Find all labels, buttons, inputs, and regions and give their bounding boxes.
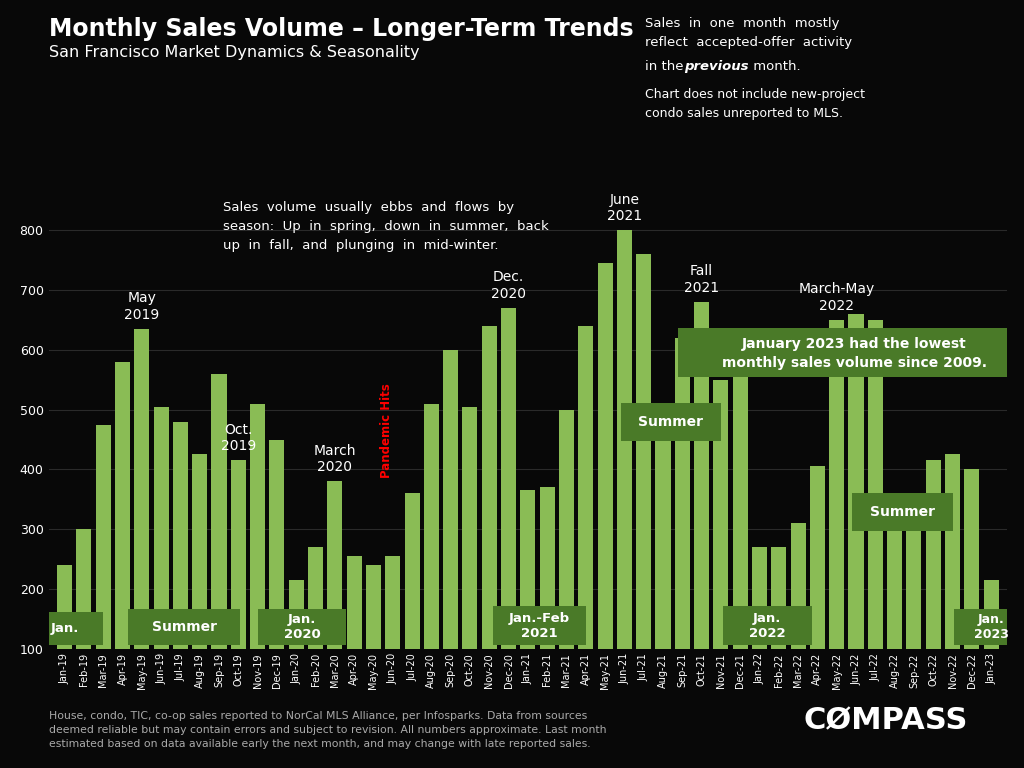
Bar (154, 406, 169, 709)
Bar (481, 326, 497, 709)
Text: Summer: Summer (638, 415, 703, 429)
Bar (887, 499, 902, 709)
Text: Summer: Summer (152, 620, 217, 634)
Bar (424, 404, 439, 709)
Bar (57, 565, 72, 709)
Text: San Francisco Market Dynamics & Seasonality: San Francisco Market Dynamics & Seasonal… (49, 45, 420, 60)
Bar (346, 556, 361, 709)
Text: Oct.
2019: Oct. 2019 (221, 423, 256, 453)
Bar (463, 406, 477, 709)
Text: Monthly Sales Volume – Longer-Term Trends: Monthly Sales Volume – Longer-Term Trend… (49, 17, 634, 41)
Text: in the: in the (645, 60, 688, 73)
Bar (289, 580, 304, 709)
Text: House, condo, TIC, co-op sales reported to NorCal MLS Alliance, per Infosparks. : House, condo, TIC, co-op sales reported … (49, 711, 606, 749)
Text: Jan.: Jan. (50, 622, 79, 635)
Bar (366, 565, 381, 709)
Bar (95, 425, 111, 709)
Bar (867, 319, 883, 709)
Bar (520, 491, 536, 709)
Text: Sales  in  one  month  mostly
reflect  accepted-offer  activity: Sales in one month mostly reflect accept… (645, 17, 852, 49)
Bar (733, 374, 748, 709)
FancyBboxPatch shape (953, 610, 1024, 645)
Bar (559, 409, 574, 709)
FancyBboxPatch shape (258, 610, 346, 645)
Bar (579, 326, 593, 709)
Bar (77, 529, 91, 709)
Text: Chart does not include new-project
condo sales unreported to MLS.: Chart does not include new-project condo… (645, 88, 865, 120)
Bar (404, 493, 420, 709)
Bar (926, 461, 941, 709)
Bar (849, 314, 863, 709)
Bar (115, 362, 130, 709)
Bar (675, 338, 690, 709)
Text: CØMPASS: CØMPASS (804, 707, 968, 736)
Bar (791, 523, 806, 709)
Bar (906, 493, 922, 709)
Text: March
2020: March 2020 (313, 444, 356, 474)
Bar (230, 461, 246, 709)
FancyBboxPatch shape (679, 328, 1024, 377)
Bar (714, 379, 728, 709)
Bar (443, 349, 458, 709)
FancyBboxPatch shape (723, 607, 812, 645)
FancyBboxPatch shape (621, 403, 721, 442)
Bar (193, 455, 207, 709)
Text: Sales  volume  usually  ebbs  and  flows  by
season:  Up  in  spring,  down  in : Sales volume usually ebbs and flows by s… (223, 201, 549, 253)
Text: May
2019: May 2019 (124, 291, 160, 322)
Text: Fall
2021: Fall 2021 (684, 264, 719, 295)
FancyBboxPatch shape (26, 612, 103, 645)
Text: Summer: Summer (869, 505, 935, 519)
Text: previous: previous (684, 60, 749, 73)
Bar (501, 308, 516, 709)
Text: month.: month. (749, 60, 800, 73)
Text: March-May
2022: March-May 2022 (799, 283, 874, 313)
Text: Pandemic Hits: Pandemic Hits (381, 384, 393, 478)
Bar (945, 455, 961, 709)
Bar (134, 329, 150, 709)
Text: Dec.
2020: Dec. 2020 (492, 270, 526, 300)
FancyBboxPatch shape (128, 610, 241, 645)
Bar (655, 404, 671, 709)
Bar (810, 466, 825, 709)
Text: Jan.
2023: Jan. 2023 (974, 613, 1009, 641)
Bar (694, 302, 710, 709)
Bar (308, 548, 323, 709)
Bar (250, 404, 265, 709)
Bar (829, 319, 844, 709)
Bar (328, 482, 342, 709)
Bar (636, 254, 651, 709)
Bar (771, 548, 786, 709)
Bar (598, 263, 612, 709)
FancyBboxPatch shape (494, 607, 586, 645)
Bar (752, 548, 767, 709)
Text: Jan.-Feb
2021: Jan.-Feb 2021 (509, 611, 570, 640)
Bar (269, 439, 285, 709)
Text: Jan.
2020: Jan. 2020 (284, 613, 321, 641)
Bar (984, 580, 998, 709)
Text: January 2023 had the lowest
monthly sales volume since 2009.: January 2023 had the lowest monthly sale… (722, 336, 986, 370)
Bar (965, 469, 979, 709)
Text: Jan.
2022: Jan. 2022 (749, 611, 785, 640)
FancyBboxPatch shape (852, 493, 952, 531)
Bar (385, 556, 400, 709)
Bar (540, 488, 555, 709)
Bar (173, 422, 188, 709)
Bar (212, 374, 226, 709)
Bar (616, 230, 632, 709)
Text: June
2021: June 2021 (607, 193, 642, 223)
